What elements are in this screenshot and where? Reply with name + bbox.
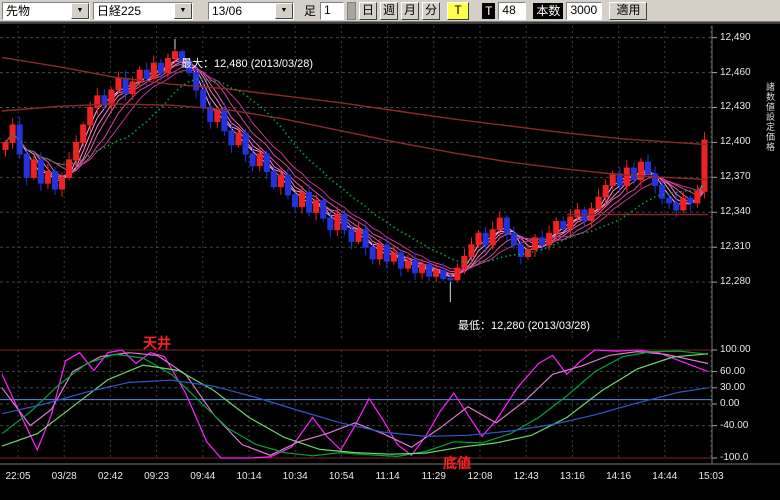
count-input[interactable]: 48: [498, 1, 527, 20]
instrument-select[interactable]: 先物 ▼: [2, 1, 90, 20]
symbol-select[interactable]: 日経225 ▼: [93, 1, 193, 20]
price-chart[interactable]: [0, 22, 780, 500]
period-day-button[interactable]: 日: [359, 1, 378, 20]
price-axis-label: 12,490: [720, 31, 751, 43]
oscillator-axis-label: 30.00: [720, 381, 746, 393]
time-axis-label: 09:44: [190, 471, 216, 482]
time-axis-label: 11:14: [375, 471, 400, 482]
time-axis-label: 12:43: [513, 471, 539, 482]
time-axis-label: 14:44: [652, 471, 678, 482]
symbol-value: 日経225: [97, 3, 142, 18]
min-price-annotation: 最低：12,280 (2013/03/28): [458, 320, 591, 332]
contract-value: 13/06: [212, 3, 243, 18]
time-axis-label: 15:03: [698, 471, 724, 482]
contract-select[interactable]: 13/06 ▼: [208, 1, 294, 20]
price-axis-label: 12,280: [720, 276, 751, 288]
time-axis-label: 11:29: [421, 471, 446, 482]
tick-mode-button[interactable]: T: [447, 1, 470, 20]
side-vertical-label: 諸数値設定価格: [765, 82, 775, 152]
bars-count-input[interactable]: 3000: [566, 1, 603, 20]
chevron-down-icon[interactable]: ▼: [275, 2, 293, 19]
time-axis-label: 02:42: [97, 471, 123, 482]
oscillator-axis-label: 0.00: [720, 398, 740, 409]
t-label: T: [482, 2, 496, 19]
price-axis-label: 12,340: [720, 206, 751, 218]
ceiling-annotation: 天井: [143, 335, 171, 351]
oscillator-axis-label: 60.00: [720, 365, 746, 377]
time-axis-label: 10:54: [328, 471, 354, 482]
oscillator-axis-label: -40.00: [720, 419, 749, 431]
price-axis-label: 12,310: [720, 241, 751, 253]
chevron-down-icon[interactable]: ▼: [71, 2, 89, 19]
bar-type-label: 足: [304, 4, 317, 18]
time-axis-label: 13:16: [559, 471, 585, 482]
chart-region[interactable]: 最大：12,480 (2013/03/28) 最低：12,280 (2013/0…: [0, 22, 780, 500]
oscillator-axis-label: 100.00: [720, 344, 751, 355]
period-month-button[interactable]: 月: [401, 1, 420, 20]
time-axis-label: 10:14: [236, 471, 262, 482]
max-price-annotation: 最大：12,480 (2013/03/28): [181, 58, 314, 70]
price-axis-label: 12,370: [720, 171, 751, 183]
time-axis-label: 22:05: [5, 471, 31, 482]
price-axis-label: 12,460: [720, 66, 751, 78]
instrument-value: 先物: [6, 3, 31, 18]
bar-interval-spinner[interactable]: [347, 1, 357, 20]
toolbar: 先物 ▼ 日経225 ▼ 13/06 ▼ 足 1 日 週 月 分 T T 48 …: [0, 0, 780, 22]
bar-interval-input[interactable]: 1: [320, 1, 345, 20]
time-axis-label: 12:08: [467, 471, 493, 482]
bottom-annotation: 底値: [443, 455, 471, 471]
price-axis-label: 12,400: [720, 136, 751, 148]
apply-button[interactable]: 適用: [609, 1, 648, 20]
period-minute-button[interactable]: 分: [422, 1, 441, 20]
time-axis-label: 10:34: [282, 471, 308, 482]
time-axis-label: 14:16: [606, 471, 632, 482]
time-axis-label: 03/28: [51, 471, 77, 482]
time-axis-label: 09:23: [144, 471, 170, 482]
bars-count-label: 本数: [533, 2, 564, 19]
period-week-button[interactable]: 週: [380, 1, 399, 20]
price-axis-label: 12,430: [720, 101, 751, 113]
chevron-down-icon[interactable]: ▼: [174, 2, 192, 19]
oscillator-axis-label: -100.0: [720, 452, 749, 463]
